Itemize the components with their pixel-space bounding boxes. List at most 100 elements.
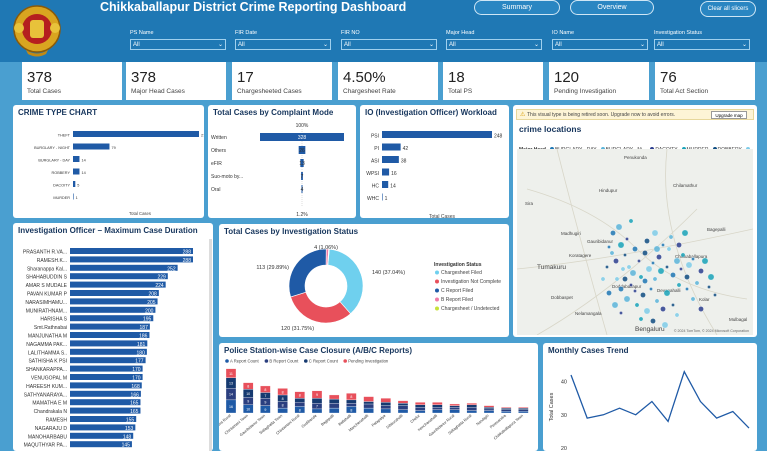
closure-bar-segment[interactable] bbox=[294, 391, 305, 399]
closure-bar-segment[interactable] bbox=[432, 402, 443, 405]
bar-manoharbabu[interactable] bbox=[70, 432, 134, 439]
closure-bar-segment[interactable] bbox=[329, 403, 340, 409]
map-crime-marker[interactable] bbox=[673, 257, 681, 265]
closure-bar-segment[interactable] bbox=[397, 405, 409, 410]
closure-bar-segment[interactable] bbox=[466, 403, 477, 405]
map-crime-marker[interactable] bbox=[670, 272, 676, 278]
map-crime-marker[interactable] bbox=[685, 287, 689, 291]
closure-bar-segment[interactable] bbox=[415, 410, 426, 414]
map-crime-marker[interactable] bbox=[638, 274, 644, 280]
map-crime-marker[interactable] bbox=[644, 238, 650, 244]
closure-bar-segment[interactable] bbox=[363, 403, 374, 409]
closure-bar-segment[interactable] bbox=[397, 409, 409, 414]
funnel-bar-suo-moto-by[interactable] bbox=[301, 172, 303, 180]
donut-slice-c-report-filed[interactable] bbox=[288, 248, 327, 298]
filter-dropdown-ps-name[interactable]: All ⌄ bbox=[130, 39, 226, 50]
closure-bar-segment[interactable] bbox=[415, 402, 426, 405]
map-crime-marker[interactable] bbox=[629, 283, 633, 287]
bar-hareesh-kum[interactable] bbox=[70, 382, 142, 389]
closure-legend-item[interactable]: Pending Investigation bbox=[348, 359, 389, 364]
map-crime-marker[interactable] bbox=[613, 258, 619, 264]
crime-map[interactable]: Penukonda Chilamathur Hindupur Gauribidanur… bbox=[517, 149, 753, 335]
closure-bar-segment[interactable] bbox=[432, 409, 443, 414]
map-crime-marker[interactable] bbox=[645, 265, 653, 273]
bar-pi[interactable] bbox=[382, 143, 401, 151]
status-legend-item[interactable]: C Report Filed bbox=[441, 288, 473, 294]
closure-bar-segment[interactable] bbox=[449, 403, 460, 406]
closure-legend-item[interactable]: A Report Count bbox=[230, 359, 259, 364]
map-crime-marker[interactable] bbox=[701, 257, 709, 265]
monthly-trend-line[interactable] bbox=[570, 369, 750, 429]
bar-munirathnam[interactable] bbox=[70, 306, 156, 313]
funnel-bar-oral[interactable] bbox=[301, 185, 303, 193]
map-crime-marker[interactable] bbox=[623, 253, 627, 257]
map-crime-marker[interactable] bbox=[691, 257, 695, 261]
bar-murder[interactable] bbox=[73, 193, 74, 200]
map-crime-marker[interactable] bbox=[661, 321, 669, 329]
map-crime-marker[interactable] bbox=[611, 301, 619, 309]
bar-pavan-kumar-p[interactable] bbox=[70, 290, 159, 296]
map-crime-marker[interactable] bbox=[615, 223, 623, 231]
bar-prasanth-r-va[interactable] bbox=[70, 248, 193, 254]
closure-bar-segment[interactable] bbox=[483, 408, 495, 411]
filter-dropdown-investigation-status[interactable]: All ⌄ bbox=[654, 39, 750, 50]
bar-narasimhamu[interactable] bbox=[70, 298, 158, 305]
closure-bar-segment[interactable] bbox=[329, 398, 340, 404]
map-crime-marker[interactable] bbox=[651, 261, 655, 265]
closure-legend-item[interactable]: B Report Count bbox=[269, 359, 299, 364]
map-crime-marker[interactable] bbox=[661, 243, 665, 247]
map-crime-marker[interactable] bbox=[690, 296, 696, 302]
map-crime-marker[interactable] bbox=[634, 302, 640, 308]
bar-ramesh[interactable] bbox=[70, 416, 137, 422]
closure-bar-segment[interactable] bbox=[483, 410, 495, 414]
closure-bar-segment[interactable] bbox=[483, 407, 495, 410]
bar-amar-s-mudale[interactable] bbox=[70, 281, 166, 288]
map-crime-marker[interactable] bbox=[640, 292, 646, 298]
closure-bar-segment[interactable] bbox=[277, 388, 288, 396]
clear-slicers-button[interactable]: Clear all slicers bbox=[700, 1, 756, 17]
status-legend-item[interactable]: Chargesheet Filed bbox=[441, 270, 482, 276]
closure-bar-segment[interactable] bbox=[432, 404, 443, 408]
closure-bar-segment[interactable] bbox=[294, 402, 305, 407]
map-crime-marker[interactable] bbox=[610, 230, 616, 236]
bar-ramesh-k[interactable] bbox=[70, 256, 193, 263]
status-legend-item[interactable]: Chargesheet / Undetected bbox=[441, 306, 500, 312]
closure-bar-segment[interactable] bbox=[466, 410, 477, 414]
map-crime-marker[interactable] bbox=[698, 268, 704, 274]
closure-bar-segment[interactable] bbox=[346, 399, 357, 404]
filter-dropdown-major-head[interactable]: All ⌄ bbox=[446, 39, 542, 50]
closure-bar-segment[interactable] bbox=[501, 409, 512, 412]
bar-wpsi[interactable] bbox=[382, 168, 390, 176]
bar-venugopal-m[interactable] bbox=[70, 374, 143, 380]
closure-bar-segment[interactable] bbox=[260, 385, 271, 393]
map-crime-marker[interactable] bbox=[623, 295, 631, 303]
map-crime-marker[interactable] bbox=[643, 307, 651, 315]
closure-bar-segment[interactable] bbox=[501, 411, 512, 414]
map-crime-marker[interactable] bbox=[707, 273, 715, 281]
map-crime-marker[interactable] bbox=[628, 218, 634, 224]
bar-hc[interactable] bbox=[382, 181, 389, 188]
closure-bar-segment[interactable] bbox=[380, 398, 391, 403]
closure-bar-segment[interactable] bbox=[466, 404, 477, 408]
map-crime-marker[interactable] bbox=[614, 276, 620, 282]
io-duration-scrollbar[interactable] bbox=[209, 239, 212, 451]
funnel-bar-others[interactable] bbox=[298, 146, 306, 154]
closure-bar-segment[interactable] bbox=[501, 407, 512, 409]
map-crime-marker[interactable] bbox=[657, 267, 665, 275]
map-crime-marker[interactable] bbox=[618, 286, 624, 292]
map-crime-marker[interactable] bbox=[605, 265, 609, 269]
status-legend-item[interactable]: B Report Filed bbox=[441, 297, 473, 303]
bar-dacoity[interactable] bbox=[73, 181, 76, 187]
map-crime-marker[interactable] bbox=[625, 237, 629, 241]
map-crime-marker[interactable] bbox=[676, 282, 682, 288]
bar-burglary-day[interactable] bbox=[73, 156, 80, 162]
closure-bar-segment[interactable] bbox=[518, 409, 529, 412]
closure-bar-segment[interactable] bbox=[466, 407, 477, 411]
map-crime-marker[interactable] bbox=[681, 229, 689, 237]
closure-bar-segment[interactable] bbox=[329, 407, 340, 414]
closure-bar-segment[interactable] bbox=[397, 403, 409, 406]
map-crime-marker[interactable] bbox=[637, 259, 641, 263]
funnel-bar-efir[interactable] bbox=[300, 159, 304, 167]
closure-bar-segment[interactable] bbox=[311, 408, 323, 414]
closure-bar-segment[interactable] bbox=[518, 411, 529, 414]
